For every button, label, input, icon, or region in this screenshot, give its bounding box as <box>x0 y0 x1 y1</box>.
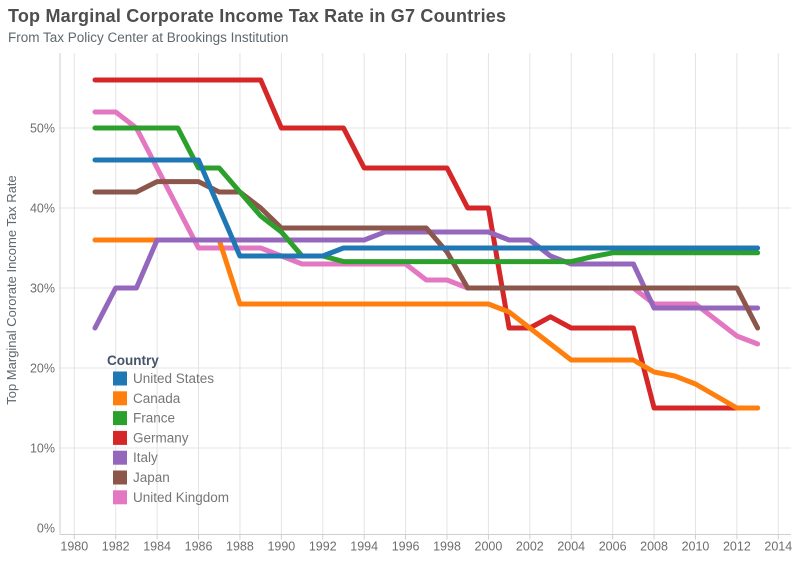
x-tick-label: 1982 <box>102 540 130 554</box>
legend-label-italy[interactable]: Italy <box>133 450 158 465</box>
x-tick-label: 1980 <box>60 540 88 554</box>
legend-item-united-states[interactable]: United States <box>113 371 214 386</box>
legend-swatch-united-states[interactable] <box>113 371 127 386</box>
axis-labels: 1980 1982 1984 1986 1988 1990 1992 1994 1996 1998… <box>30 122 792 554</box>
legend-item-france[interactable]: France <box>113 411 175 426</box>
x-tick-label: 1996 <box>392 540 420 554</box>
chart-subtitle: From Tax Policy Center at Brookings Inst… <box>8 30 289 45</box>
y-tick-label: 10% <box>30 442 55 456</box>
legend-item-japan[interactable]: Japan <box>113 470 170 485</box>
legend-label-united-states[interactable]: United States <box>133 371 214 386</box>
x-tick-label: 2014 <box>764 540 792 554</box>
series-line-united-states[interactable] <box>92 157 761 259</box>
series-line-italy[interactable] <box>92 229 761 331</box>
legend-label-germany[interactable]: Germany <box>133 430 189 445</box>
legend-label-united-kingdom[interactable]: United Kingdom <box>133 490 229 505</box>
y-tick-label: 20% <box>30 362 55 376</box>
x-tick-label: 1990 <box>267 540 295 554</box>
axes <box>59 53 791 540</box>
x-tick-label: 2012 <box>723 540 751 554</box>
y-tick-label: 40% <box>30 202 55 216</box>
series-line-germany[interactable] <box>92 77 761 411</box>
x-tick-label: 1994 <box>350 540 378 554</box>
legend-title: Country <box>107 353 159 368</box>
legend-swatch-united-kingdom[interactable] <box>113 490 127 505</box>
series-line-france[interactable] <box>92 125 761 265</box>
x-tick-label: 1984 <box>143 540 171 554</box>
legend-swatch-canada[interactable] <box>113 391 127 406</box>
legend-swatch-france[interactable] <box>113 411 127 426</box>
series-line-japan[interactable] <box>92 179 761 331</box>
x-tick-label: 1988 <box>226 540 254 554</box>
x-tick-label: 1986 <box>185 540 213 554</box>
x-tick-label: 1992 <box>309 540 337 554</box>
y-axis-title: Top Marginal Cororate Income Tax Rate <box>4 175 19 405</box>
legend-label-france[interactable]: France <box>133 411 175 426</box>
y-tick-label: 0% <box>37 522 55 536</box>
x-tick-label: 2008 <box>640 540 668 554</box>
chart-title: Top Marginal Corporate Income Tax Rate i… <box>8 6 507 26</box>
legend-swatch-japan[interactable] <box>113 470 127 485</box>
legend-item-italy[interactable]: Italy <box>113 450 158 465</box>
y-tick-label: 50% <box>30 122 55 136</box>
legend-label-canada[interactable]: Canada <box>133 391 181 406</box>
series-lines <box>92 77 761 411</box>
x-tick-label: 2002 <box>516 540 544 554</box>
x-tick-label: 2004 <box>557 540 585 554</box>
legend: Country United States Canada France Germany I… <box>107 353 229 505</box>
x-tick-label: 2010 <box>682 540 710 554</box>
legend-swatch-germany[interactable] <box>113 430 127 445</box>
legend-item-germany[interactable]: Germany <box>113 430 189 445</box>
gridlines <box>60 53 791 535</box>
legend-item-canada[interactable]: Canada <box>113 391 181 406</box>
x-tick-label: 1998 <box>433 540 461 554</box>
y-tick-label: 30% <box>30 282 55 296</box>
x-tick-label: 2000 <box>475 540 503 554</box>
x-tick-label: 2006 <box>599 540 627 554</box>
legend-label-japan[interactable]: Japan <box>133 470 170 485</box>
legend-item-united-kingdom[interactable]: United Kingdom <box>113 490 229 505</box>
legend-swatch-italy[interactable] <box>113 450 127 465</box>
